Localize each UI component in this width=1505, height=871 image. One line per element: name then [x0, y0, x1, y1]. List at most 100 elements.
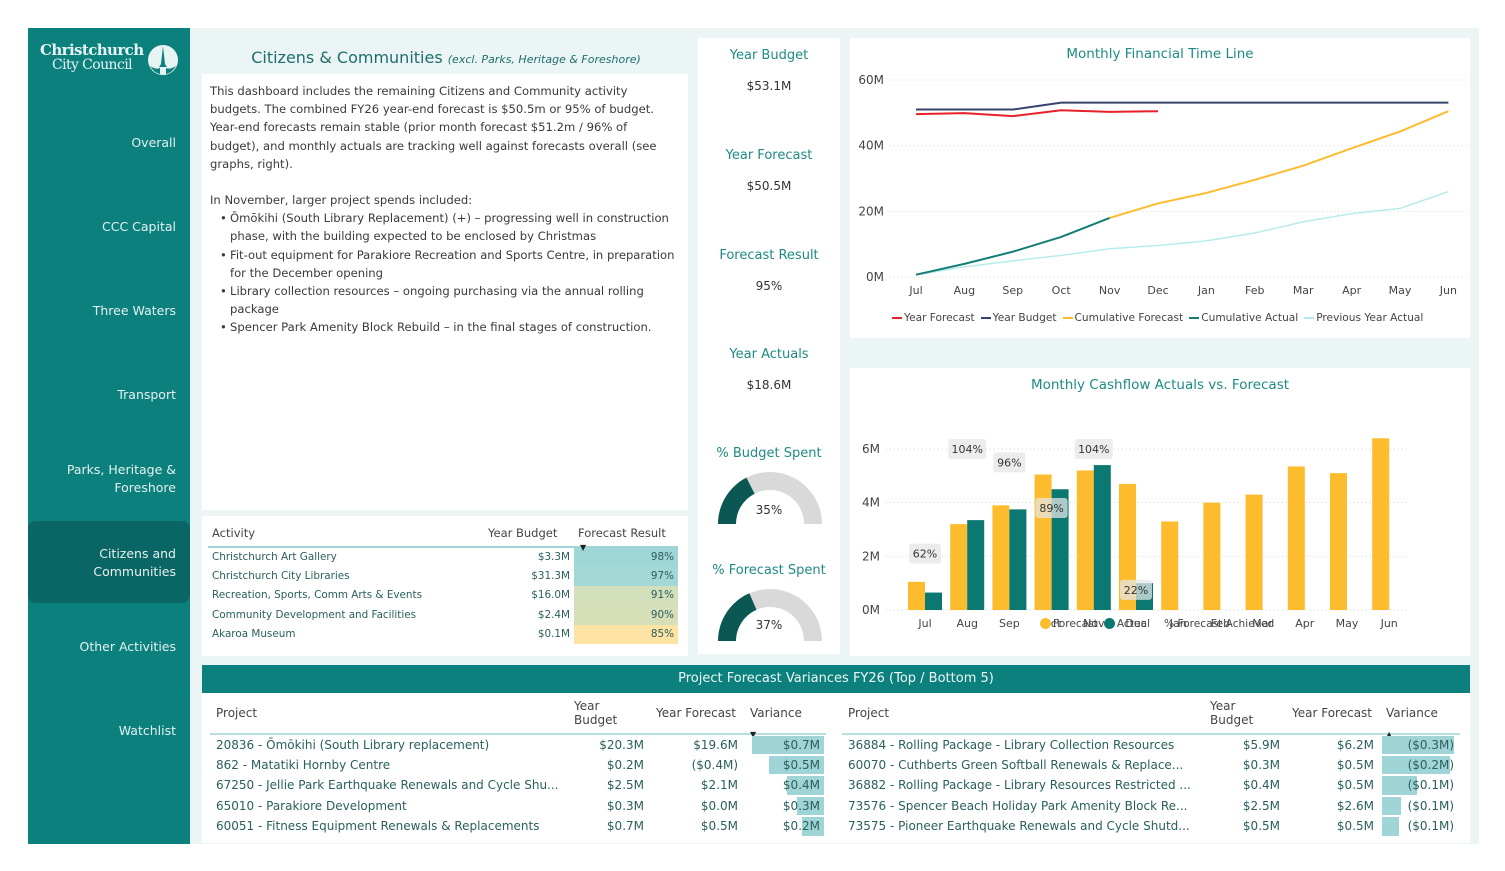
table-row[interactable]: 73576 - Spencer Beach Holiday Park Ameni…: [842, 796, 1460, 817]
legend-label: % Forecast Achieved: [1164, 618, 1275, 630]
activity-budget: $0.1M: [537, 628, 570, 641]
svg-text:60M: 60M: [858, 73, 884, 87]
project-year-forecast: $2.1M: [700, 778, 738, 793]
variance-table-top: Project Year Budget Year Forecast Varian…: [210, 697, 826, 837]
sidebar-item-transport[interactable]: Transport: [117, 387, 176, 402]
activity-name: Christchurch City Libraries: [212, 570, 350, 583]
project-year-forecast: ($0.4M): [691, 757, 738, 772]
project-name: 65010 - Parakiore Development: [216, 798, 407, 813]
narrative-panel: This dashboard includes the remaining Ci…: [202, 74, 688, 510]
variance-value: ($0.1M): [1407, 798, 1454, 813]
column-header-project[interactable]: Project: [210, 697, 568, 735]
project-variance: ($0.1M): [1380, 775, 1460, 796]
svg-text:Feb: Feb: [1211, 617, 1230, 630]
svg-text:Nov: Nov: [1083, 617, 1105, 630]
table-row[interactable]: Community Development and Facilities $2.4…: [208, 605, 678, 625]
legend-item[interactable]: Previous Year Actual: [1304, 312, 1423, 324]
column-header-activity[interactable]: Activity: [208, 524, 484, 548]
variance-header: Project Forecast Variances FY26 (Top / B…: [202, 665, 1470, 693]
legend-item[interactable]: Actual: [1103, 618, 1150, 630]
sidebar-item-ccc-capital[interactable]: CCC Capital: [102, 219, 176, 234]
kpi-year-forecast-label: Year Forecast: [725, 148, 813, 163]
variance-databar: [1382, 755, 1451, 774]
column-header-forecast-result[interactable]: Forecast Result ▼: [574, 524, 678, 552]
project-year-budget: $0.7M: [606, 819, 644, 834]
line-chart-plot[interactable]: 0M 20M 40M 60M Jul Aug Sep Oct Nov Dec Jan Feb Mar Ap…: [850, 38, 1470, 338]
svg-text:Apr: Apr: [1295, 617, 1315, 630]
project-year-budget: $2.5M: [1242, 798, 1280, 813]
sidebar: Christchurch City Council Overall CCC Ca…: [28, 28, 190, 844]
table-row[interactable]: Recreation, Sports, Comm Arts & Events $1…: [208, 585, 678, 606]
column-header-year-budget[interactable]: Year Budget: [484, 524, 574, 548]
project-variance: ($0.2M): [1380, 755, 1460, 776]
column-header-year-forecast[interactable]: Year Forecast: [1286, 697, 1380, 735]
sidebar-item-overall[interactable]: Overall: [131, 135, 176, 150]
svg-text:Apr: Apr: [1342, 284, 1362, 297]
kpi-forecast-result-value: 95%: [755, 279, 783, 293]
table-row[interactable]: 67250 - Jellie Park Earthquake Renewals …: [210, 775, 826, 796]
dashboard: Christchurch City Council Overall CCC Ca…: [28, 28, 1479, 844]
project-name: 60070 - Cuthberts Green Softball Renewal…: [848, 757, 1184, 772]
legend-swatch-icon: [1304, 317, 1315, 319]
activity-budget: $31.3M: [531, 570, 570, 583]
table-row[interactable]: 60070 - Cuthberts Green Softball Renewal…: [842, 755, 1460, 776]
narrative-bullet: Fit-out equipment for Parakiore Recreati…: [220, 246, 680, 282]
column-header-label: Variance: [750, 706, 802, 720]
svg-text:22%: 22%: [1124, 584, 1148, 597]
svg-text:Aug: Aug: [956, 617, 977, 630]
table-row[interactable]: Christchurch City Libraries $31.3M 97%: [208, 566, 678, 586]
sort-descending-icon: ▼: [750, 730, 757, 739]
column-header-year-budget[interactable]: Year Budget: [1204, 697, 1286, 735]
table-row[interactable]: 36884 - Rolling Package - Library Collec…: [842, 734, 1460, 755]
legend-item[interactable]: Cumulative Forecast: [1062, 312, 1183, 324]
sidebar-item-citizens-communities[interactable]: Citizens and Communities: [28, 521, 190, 603]
project-year-forecast: $0.5M: [700, 819, 738, 834]
legend-swatch-icon: [1062, 317, 1073, 319]
column-header-year-forecast[interactable]: Year Forecast: [650, 697, 744, 735]
kpi-year-actuals-label: Year Actuals: [729, 347, 809, 362]
logo-line-1: Christchurch: [40, 41, 144, 59]
table-row[interactable]: 36882 - Rolling Package - Library Resour…: [842, 775, 1460, 796]
sidebar-item-other-activities[interactable]: Other Activities: [79, 639, 177, 654]
column-header-variance[interactable]: Variance ▲: [1380, 697, 1460, 739]
table-row[interactable]: 65010 - Parakiore Development $0.3M $0.0M $…: [210, 796, 826, 817]
legend-item[interactable]: % Forecast Achieved: [1164, 618, 1274, 630]
variance-value: ($0.3M): [1407, 737, 1454, 752]
svg-text:Jan: Jan: [1197, 284, 1215, 297]
table-row[interactable]: 20836 - Ōmōkihi (South Library replaceme…: [210, 734, 826, 755]
column-header-project[interactable]: Project: [842, 697, 1204, 735]
table-row[interactable]: 73575 - Pioneer Earthquake Renewals and …: [842, 816, 1460, 837]
svg-text:62%: 62%: [913, 548, 937, 561]
narrative-paragraph: This dashboard includes the remaining Ci…: [210, 84, 657, 171]
kpi-forecast-result-label: Forecast Result: [719, 248, 819, 263]
project-variance: $0.4M: [744, 775, 826, 796]
project-variance: $0.5M: [744, 755, 826, 776]
legend-swatch-icon: [1189, 317, 1200, 319]
variance-databar: [1382, 796, 1401, 815]
svg-text:Jul: Jul: [908, 284, 922, 297]
legend-item[interactable]: Year Forecast: [892, 312, 975, 324]
sidebar-item-parks-heritage-foreshore[interactable]: Parks, Heritage & Foreshore: [66, 462, 176, 495]
column-header-variance[interactable]: Variance ▼: [744, 697, 826, 739]
svg-text:Jun: Jun: [1439, 284, 1457, 297]
sidebar-item-three-waters[interactable]: Three Waters: [92, 303, 176, 318]
variance-value: $0.5M: [782, 757, 820, 772]
table-row[interactable]: 862 - Matatiki Hornby Centre $0.2M ($0.4M)…: [210, 755, 826, 776]
svg-text:Nov: Nov: [1099, 284, 1121, 297]
variance-value: ($0.2M): [1407, 757, 1454, 772]
project-variance: $0.7M: [744, 734, 826, 755]
svg-text:Mar: Mar: [1252, 617, 1273, 630]
table-row[interactable]: 60051 - Fitness Equipment Renewals & Rep…: [210, 816, 826, 837]
table-row[interactable]: Akaroa Museum $0.1M 85%: [208, 624, 678, 644]
legend-item[interactable]: Forecast: [1040, 618, 1098, 630]
project-name: 73576 - Spencer Beach Holiday Park Ameni…: [848, 798, 1188, 813]
project-name: 862 - Matatiki Hornby Centre: [216, 757, 391, 772]
svg-text:4M: 4M: [862, 496, 880, 510]
legend-item[interactable]: Cumulative Actual: [1189, 312, 1298, 324]
column-header-year-budget[interactable]: Year Budget: [568, 697, 650, 735]
project-year-forecast: $0.0M: [700, 798, 738, 813]
legend-item[interactable]: Year Budget: [980, 312, 1057, 324]
sidebar-item-watchlist[interactable]: Watchlist: [118, 723, 176, 738]
table-row[interactable]: Christchurch Art Gallery $3.3M 98%: [208, 547, 678, 567]
